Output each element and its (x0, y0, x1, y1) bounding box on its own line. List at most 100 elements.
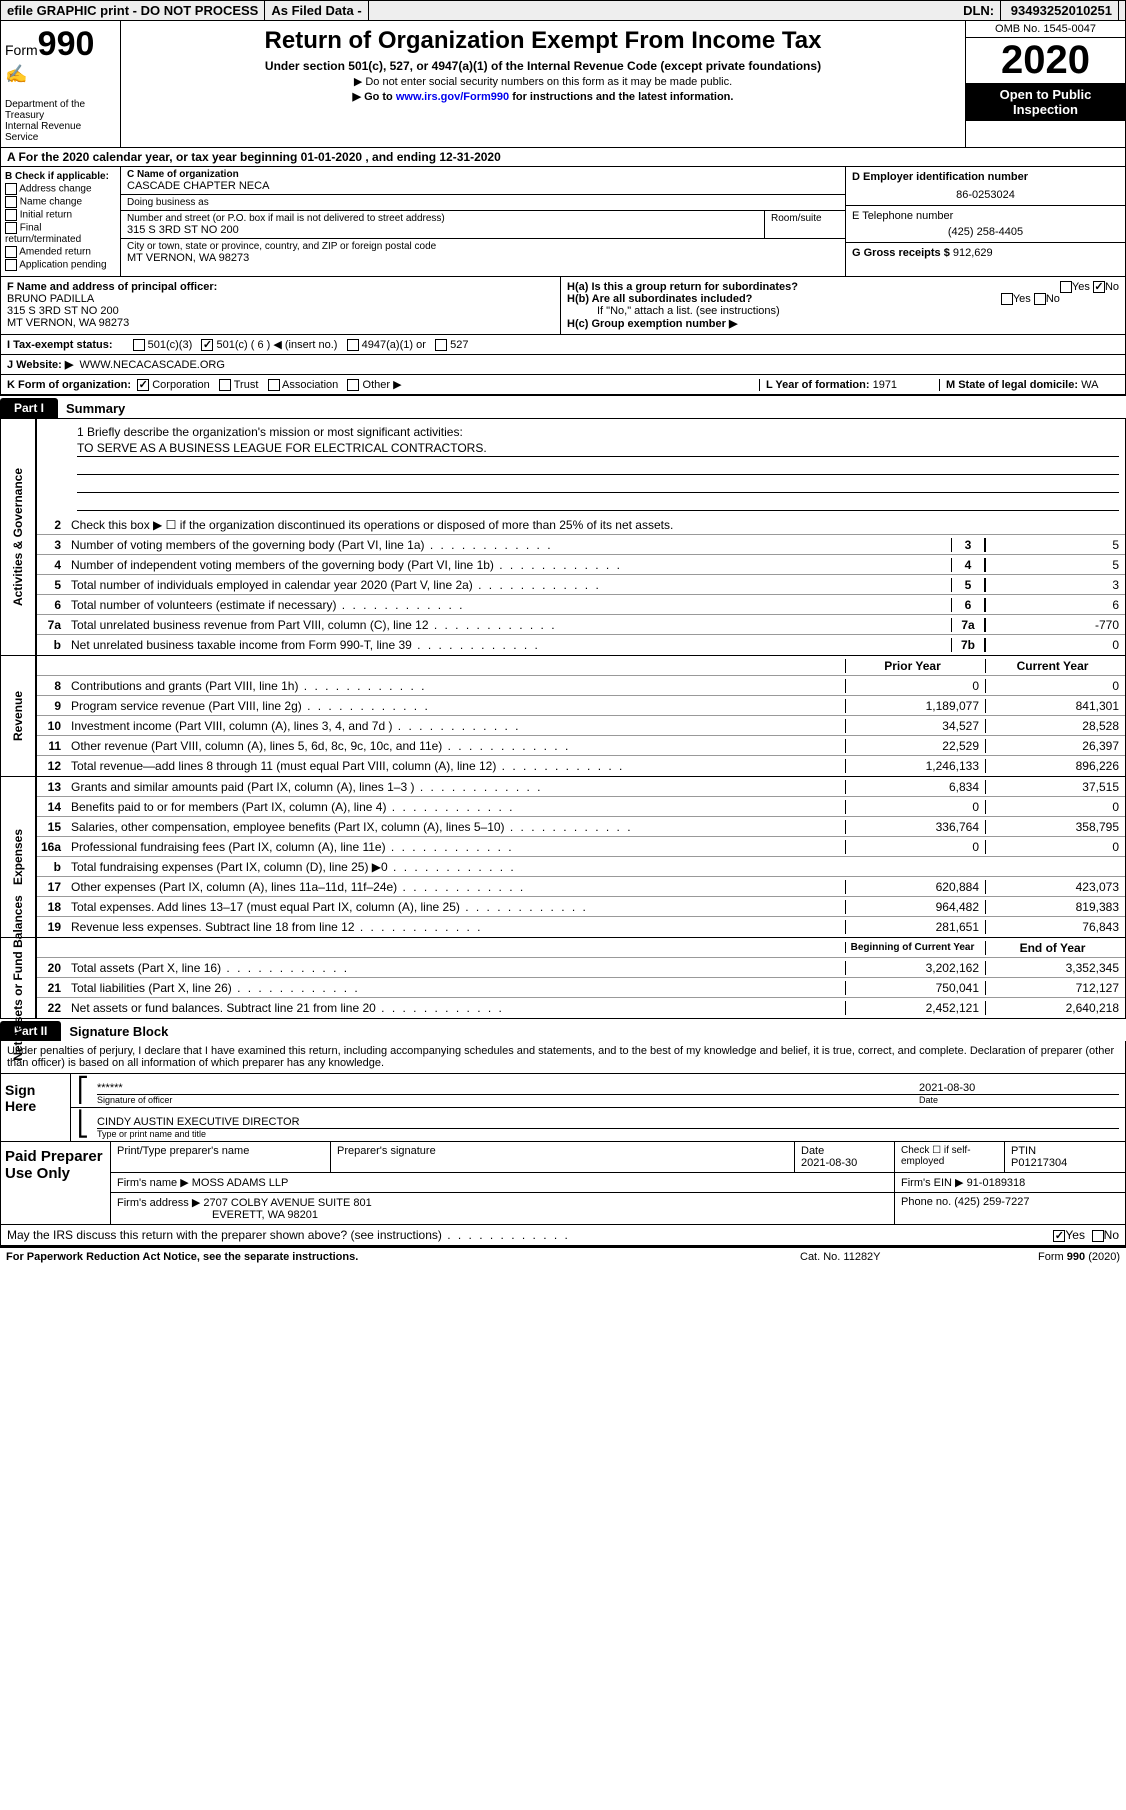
curr-14: 0 (985, 800, 1125, 814)
prior-12: 1,246,133 (845, 759, 985, 773)
prior-16a: 0 (845, 840, 985, 854)
ein: 86-0253024 (852, 189, 1119, 201)
curr-15: 358,795 (985, 820, 1125, 834)
ha-no[interactable]: ✓ (1093, 281, 1105, 293)
entity-block: B Check if applicable: Address change Na… (0, 167, 1126, 277)
firm-phone: (425) 259-7227 (954, 1196, 1029, 1208)
val-4: 5 (985, 558, 1125, 572)
line-b: Net unrelated business taxable income fr… (67, 636, 951, 654)
row-j: J Website: ▶ WWW.NECACASCADE.ORG (0, 355, 1126, 375)
vlabel-rev: Revenue (11, 691, 25, 741)
prior-9: 1,189,077 (845, 699, 985, 713)
chk-final[interactable]: Final return/terminated (5, 222, 116, 245)
hb-yes[interactable] (1001, 293, 1013, 305)
discuss-no[interactable] (1092, 1230, 1104, 1242)
curr-22: 2,640,218 (985, 1001, 1125, 1015)
line-7a: Total unrelated business revenue from Pa… (67, 616, 951, 634)
curr-19: 76,843 (985, 920, 1125, 934)
col-prior: Prior Year (845, 659, 985, 673)
state-domicile: WA (1081, 379, 1098, 391)
section-b-label: B Check if applicable: (5, 171, 116, 182)
year-formation: 1971 (873, 379, 897, 391)
prior-20: 3,202,162 (845, 961, 985, 975)
sign-here-label: Sign Here (1, 1074, 71, 1141)
chk-assoc[interactable] (268, 379, 280, 391)
part-ii-header: Part II Signature Block (0, 1021, 1126, 1041)
form-header: Form990 ✍ Department of the Treasury Int… (0, 21, 1126, 148)
chk-corp[interactable]: ✓ (137, 379, 149, 391)
val-6: 6 (985, 598, 1125, 612)
note-ssn: ▶ Do not enter social security numbers o… (129, 75, 957, 88)
room-label: Room/suite (771, 213, 839, 224)
prior-10: 34,527 (845, 719, 985, 733)
irs-label: Internal Revenue Service (5, 121, 116, 143)
chk-501c3[interactable] (133, 339, 145, 351)
curr-18: 819,383 (985, 900, 1125, 914)
irs-link[interactable]: www.irs.gov/Form990 (396, 91, 509, 103)
chk-address[interactable]: Address change (5, 183, 116, 195)
signature-block: Under penalties of perjury, I declare th… (0, 1041, 1126, 1225)
discuss-yes[interactable]: ✓ (1053, 1230, 1065, 1242)
line-2: Check this box ▶ ☐ if the organization d… (67, 516, 1125, 534)
line-9: Program service revenue (Part VIII, line… (67, 697, 845, 715)
hb-label: H(b) Are all subordinates included? (567, 293, 752, 305)
line-17: Other expenses (Part IX, column (A), lin… (67, 878, 845, 896)
curr-20: 3,352,345 (985, 961, 1125, 975)
form-subtitle: Under section 501(c), 527, or 4947(a)(1)… (129, 59, 957, 73)
org-name: CASCADE CHAPTER NECA (127, 180, 839, 192)
chk-initial[interactable]: Initial return (5, 209, 116, 221)
line-15: Salaries, other compensation, employee b… (67, 818, 845, 836)
prep-date: 2021-08-30 (801, 1157, 857, 1169)
hb-no[interactable] (1034, 293, 1046, 305)
prior-13: 6,834 (845, 780, 985, 794)
dln: DLN: 93493252010251 (951, 1, 1125, 20)
curr-13: 37,515 (985, 780, 1125, 794)
chk-4947[interactable] (347, 339, 359, 351)
prior-21: 750,041 (845, 981, 985, 995)
prior-18: 964,482 (845, 900, 985, 914)
vlabel-gov: Activities & Governance (11, 468, 25, 606)
form-title: Return of Organization Exempt From Incom… (129, 27, 957, 55)
firm-name: MOSS ADAMS LLP (192, 1177, 289, 1189)
line-21: Total liabilities (Part X, line 26) (67, 979, 845, 997)
city: MT VERNON, WA 98273 (127, 252, 839, 264)
f-label: F Name and address of principal officer: (7, 281, 217, 293)
chk-name[interactable]: Name change (5, 196, 116, 208)
line-b: Total fundraising expenses (Part IX, col… (67, 858, 845, 876)
prior-17: 620,884 (845, 880, 985, 894)
note-link: ▶ Go to www.irs.gov/Form990 for instruct… (129, 90, 957, 103)
paid-preparer-label: Paid Preparer Use Only (1, 1142, 111, 1224)
line-3: Number of voting members of the governin… (67, 536, 951, 554)
line-19: Revenue less expenses. Subtract line 18 … (67, 918, 845, 936)
sig-disclaimer: Under penalties of perjury, I declare th… (1, 1041, 1125, 1074)
chk-trust[interactable] (219, 379, 231, 391)
top-bar: efile GRAPHIC print - DO NOT PROCESS As … (0, 0, 1126, 21)
sig-officer-label: Signature of officer (97, 1094, 919, 1105)
prep-self-emp: Check ☐ if self-employed (895, 1142, 1005, 1172)
form-ref: Form 990 (2020) (980, 1251, 1120, 1263)
dept-label: Department of the Treasury (5, 99, 116, 121)
prior-11: 22,529 (845, 739, 985, 753)
curr-11: 26,397 (985, 739, 1125, 753)
chk-amended[interactable]: Amended return (5, 246, 116, 258)
street: 315 S 3RD ST NO 200 (127, 224, 758, 236)
prior-14: 0 (845, 800, 985, 814)
street-label: Number and street (or P.O. box if mail i… (127, 213, 758, 224)
website: WWW.NECACASCADE.ORG (79, 359, 224, 371)
hb-note: If "No," attach a list. (see instruction… (567, 305, 1119, 317)
chk-501c[interactable]: ✓ (201, 339, 213, 351)
cat-no: Cat. No. 11282Y (800, 1251, 980, 1263)
efile-label: efile GRAPHIC print - DO NOT PROCESS (1, 1, 265, 20)
officer-name-title: CINDY AUSTIN EXECUTIVE DIRECTOR (97, 1116, 1119, 1128)
chk-527[interactable] (435, 339, 447, 351)
line-20: Total assets (Part X, line 16) (67, 959, 845, 977)
ha-yes[interactable] (1060, 281, 1072, 293)
prior-22: 2,452,121 (845, 1001, 985, 1015)
open-inspection: Open to Public Inspection (966, 83, 1125, 121)
chk-pending[interactable]: Application pending (5, 259, 116, 271)
chk-other[interactable] (347, 379, 359, 391)
line-18: Total expenses. Add lines 13–17 (must eq… (67, 898, 845, 916)
tax-year: 2020 (966, 38, 1125, 83)
line-16a: Professional fundraising fees (Part IX, … (67, 838, 845, 856)
line-14: Benefits paid to or for members (Part IX… (67, 798, 845, 816)
